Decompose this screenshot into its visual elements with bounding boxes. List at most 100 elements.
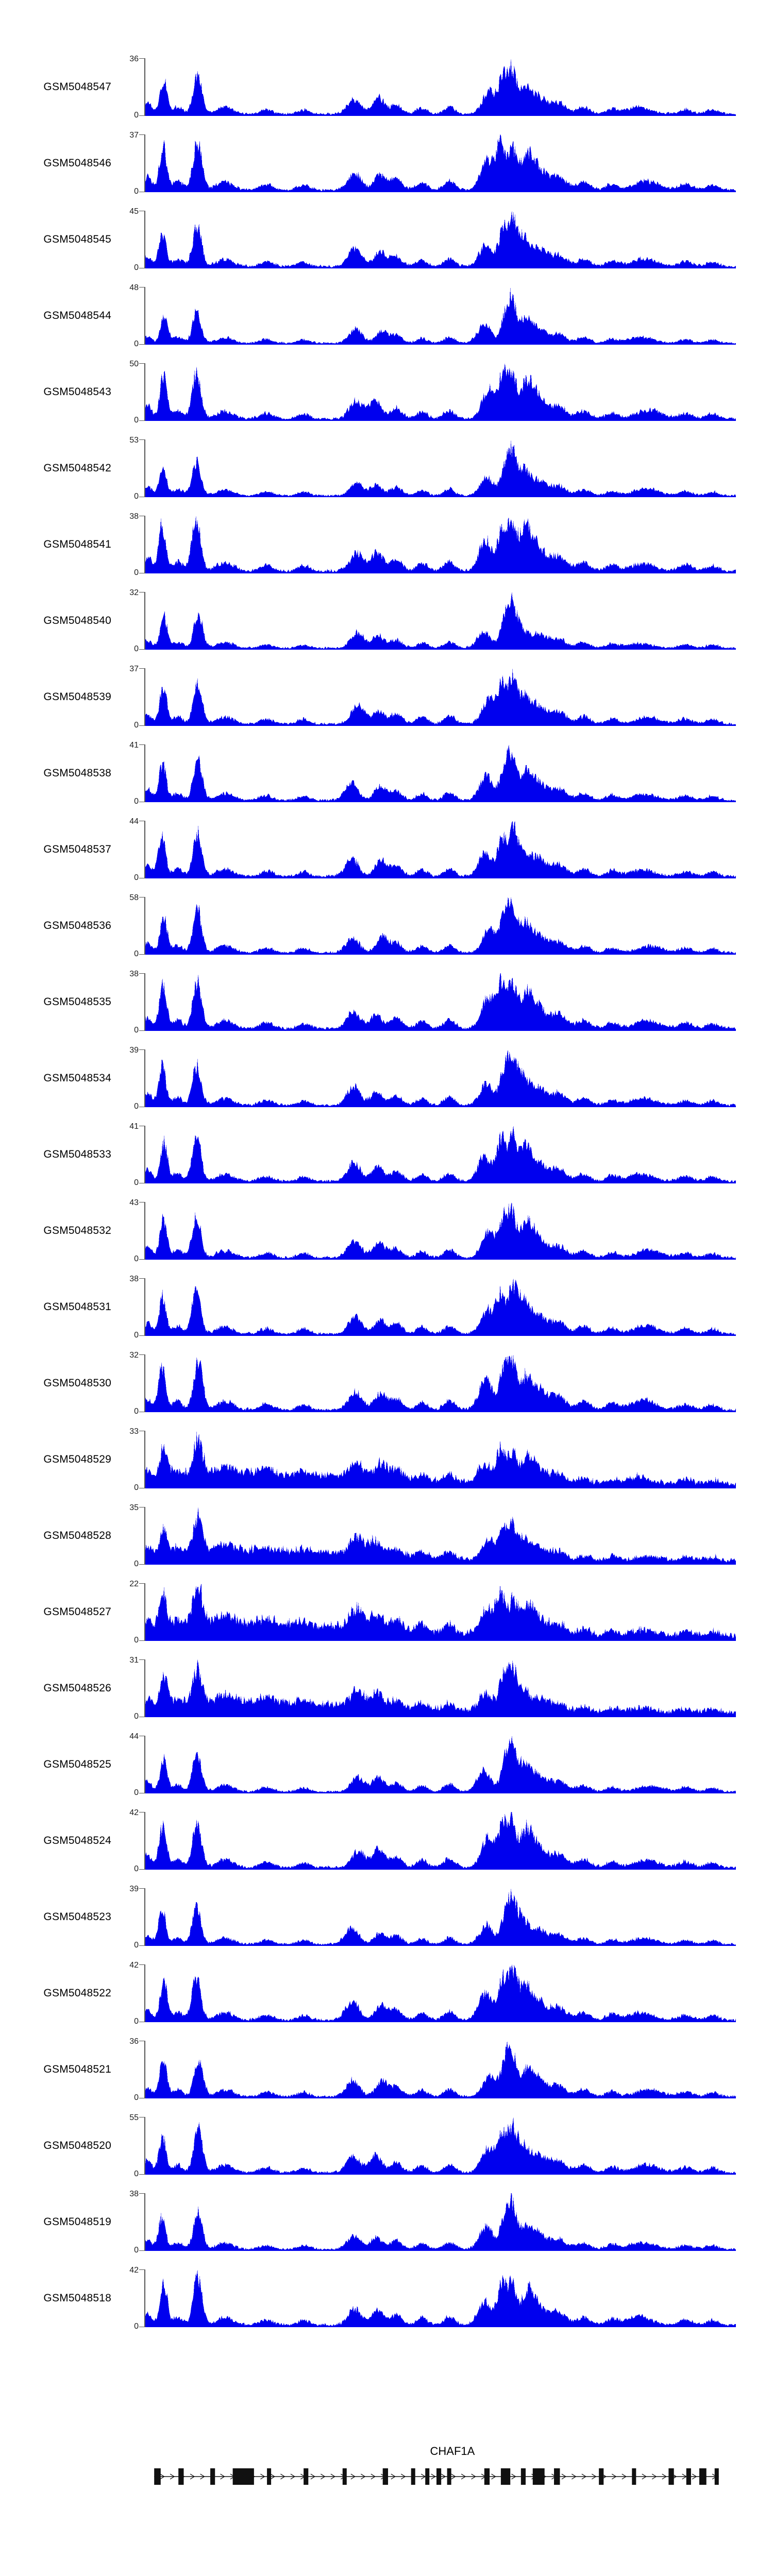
track-label: GSM5048524 bbox=[43, 1835, 111, 1846]
signal-track[interactable]: GSM5048535 38 0 bbox=[0, 964, 773, 1040]
coverage-plot[interactable] bbox=[145, 973, 736, 1031]
track-y-axis: 38 0 bbox=[124, 1275, 145, 1340]
signal-track[interactable]: GSM5048543 50 0 bbox=[0, 354, 773, 430]
y-axis-max-label: 31 bbox=[129, 1656, 139, 1665]
y-axis-spine bbox=[144, 1736, 145, 1793]
y-axis-max-label: 39 bbox=[129, 1046, 139, 1055]
coverage-plot[interactable] bbox=[145, 2117, 736, 2175]
signal-track[interactable]: GSM5048522 42 0 bbox=[0, 1955, 773, 2031]
coverage-plot[interactable] bbox=[145, 287, 736, 345]
track-y-axis: 22 0 bbox=[124, 1580, 145, 1645]
signal-track[interactable]: GSM5048530 32 0 bbox=[0, 1345, 773, 1421]
gene-annotation-track: CHAF1A bbox=[0, 2445, 773, 2501]
signal-track[interactable]: GSM5048531 38 0 bbox=[0, 1269, 773, 1345]
coverage-plot[interactable] bbox=[145, 1583, 736, 1641]
signal-track[interactable]: GSM5048519 38 0 bbox=[0, 2184, 773, 2260]
coverage-plot[interactable] bbox=[145, 821, 736, 878]
signal-track[interactable]: GSM5048526 31 0 bbox=[0, 1650, 773, 1726]
y-axis-min-label: 0 bbox=[134, 416, 139, 425]
signal-track[interactable]: GSM5048533 41 0 bbox=[0, 1116, 773, 1193]
gene-model[interactable] bbox=[145, 2461, 736, 2492]
y-axis-min-label: 0 bbox=[134, 568, 139, 577]
signal-track[interactable]: GSM5048536 58 0 bbox=[0, 888, 773, 964]
y-axis-tick-max bbox=[139, 744, 145, 745]
y-axis-tick-min bbox=[139, 344, 145, 345]
coverage-plot[interactable] bbox=[145, 1049, 736, 1107]
coverage-plot[interactable] bbox=[145, 211, 736, 268]
y-axis-spine bbox=[144, 1354, 145, 1412]
signal-track[interactable]: GSM5048521 36 0 bbox=[0, 2031, 773, 2108]
y-axis-max-label: 41 bbox=[129, 741, 139, 750]
coverage-plot[interactable] bbox=[145, 1278, 736, 1336]
coverage-plot[interactable] bbox=[145, 363, 736, 421]
signal-track[interactable]: GSM5048541 38 0 bbox=[0, 506, 773, 583]
y-axis-tick-min bbox=[139, 1030, 145, 1031]
track-y-axis: 50 0 bbox=[124, 360, 145, 425]
y-axis-max-label: 45 bbox=[129, 207, 139, 216]
track-y-axis: 39 0 bbox=[124, 1046, 145, 1111]
coverage-plot[interactable] bbox=[145, 134, 736, 192]
track-label: GSM5048532 bbox=[43, 1225, 111, 1236]
signal-track[interactable]: GSM5048542 53 0 bbox=[0, 430, 773, 506]
y-axis-max-label: 22 bbox=[129, 1580, 139, 1588]
y-axis-tick-max bbox=[139, 2269, 145, 2270]
y-axis-tick-min bbox=[139, 2174, 145, 2175]
y-axis-spine bbox=[144, 973, 145, 1031]
signal-track[interactable]: GSM5048528 35 0 bbox=[0, 1498, 773, 1574]
coverage-plot[interactable] bbox=[145, 58, 736, 116]
y-axis-min-label: 0 bbox=[134, 187, 139, 196]
y-axis-tick-max bbox=[139, 439, 145, 440]
coverage-plot[interactable] bbox=[145, 1812, 736, 1870]
y-axis-min-label: 0 bbox=[134, 950, 139, 958]
signal-track[interactable]: GSM5048527 22 0 bbox=[0, 1574, 773, 1650]
y-axis-max-label: 58 bbox=[129, 893, 139, 902]
signal-track[interactable]: GSM5048540 32 0 bbox=[0, 583, 773, 659]
signal-track[interactable]: GSM5048532 43 0 bbox=[0, 1193, 773, 1269]
signal-track[interactable]: GSM5048534 39 0 bbox=[0, 1040, 773, 1116]
signal-track[interactable]: GSM5048523 39 0 bbox=[0, 1879, 773, 1955]
signal-track[interactable]: GSM5048539 37 0 bbox=[0, 659, 773, 735]
signal-track[interactable]: GSM5048538 41 0 bbox=[0, 735, 773, 811]
coverage-plot[interactable] bbox=[145, 1126, 736, 1183]
coverage-plot[interactable] bbox=[145, 1507, 736, 1565]
y-axis-max-label: 33 bbox=[129, 1427, 139, 1436]
y-axis-min-label: 0 bbox=[134, 1255, 139, 1263]
signal-track[interactable]: GSM5048525 44 0 bbox=[0, 1726, 773, 1803]
y-axis-spine bbox=[144, 2117, 145, 2175]
coverage-plot[interactable] bbox=[145, 1202, 736, 1260]
coverage-plot[interactable] bbox=[145, 2269, 736, 2327]
coverage-plot[interactable] bbox=[145, 1659, 736, 1717]
coverage-plot[interactable] bbox=[145, 1431, 736, 1488]
coverage-plot[interactable] bbox=[145, 1888, 736, 1946]
signal-track[interactable]: GSM5048544 48 0 bbox=[0, 278, 773, 354]
coverage-plot[interactable] bbox=[145, 592, 736, 650]
coverage-plot[interactable] bbox=[145, 516, 736, 573]
coverage-plot[interactable] bbox=[145, 1736, 736, 1793]
signal-track[interactable]: GSM5048520 55 0 bbox=[0, 2108, 773, 2184]
signal-track-list: GSM5048547 36 0 GSM5048546 37 0 GSM5048545 45 0 G… bbox=[0, 49, 773, 2336]
coverage-plot[interactable] bbox=[145, 2193, 736, 2251]
coverage-plot[interactable] bbox=[145, 1964, 736, 2022]
track-label: GSM5048545 bbox=[43, 233, 111, 245]
signal-track[interactable]: GSM5048547 36 0 bbox=[0, 49, 773, 125]
signal-track[interactable]: GSM5048518 42 0 bbox=[0, 2260, 773, 2336]
signal-track[interactable]: GSM5048524 42 0 bbox=[0, 1803, 773, 1879]
y-axis-tick-min bbox=[139, 1869, 145, 1870]
track-y-axis: 42 0 bbox=[124, 2266, 145, 2331]
signal-track[interactable]: GSM5048546 37 0 bbox=[0, 125, 773, 201]
coverage-plot[interactable] bbox=[145, 1354, 736, 1412]
y-axis-max-label: 41 bbox=[129, 1122, 139, 1131]
y-axis-max-label: 44 bbox=[129, 817, 139, 826]
y-axis-min-label: 0 bbox=[134, 2170, 139, 2178]
coverage-plot[interactable] bbox=[145, 668, 736, 726]
track-y-axis: 37 0 bbox=[124, 131, 145, 196]
y-axis-min-label: 0 bbox=[134, 645, 139, 653]
signal-track[interactable]: GSM5048537 44 0 bbox=[0, 811, 773, 888]
coverage-plot[interactable] bbox=[145, 897, 736, 955]
coverage-plot[interactable] bbox=[145, 2041, 736, 2098]
y-axis-min-label: 0 bbox=[134, 1788, 139, 1797]
signal-track[interactable]: GSM5048545 45 0 bbox=[0, 201, 773, 278]
coverage-plot[interactable] bbox=[145, 744, 736, 802]
coverage-plot[interactable] bbox=[145, 439, 736, 497]
signal-track[interactable]: GSM5048529 33 0 bbox=[0, 1421, 773, 1498]
